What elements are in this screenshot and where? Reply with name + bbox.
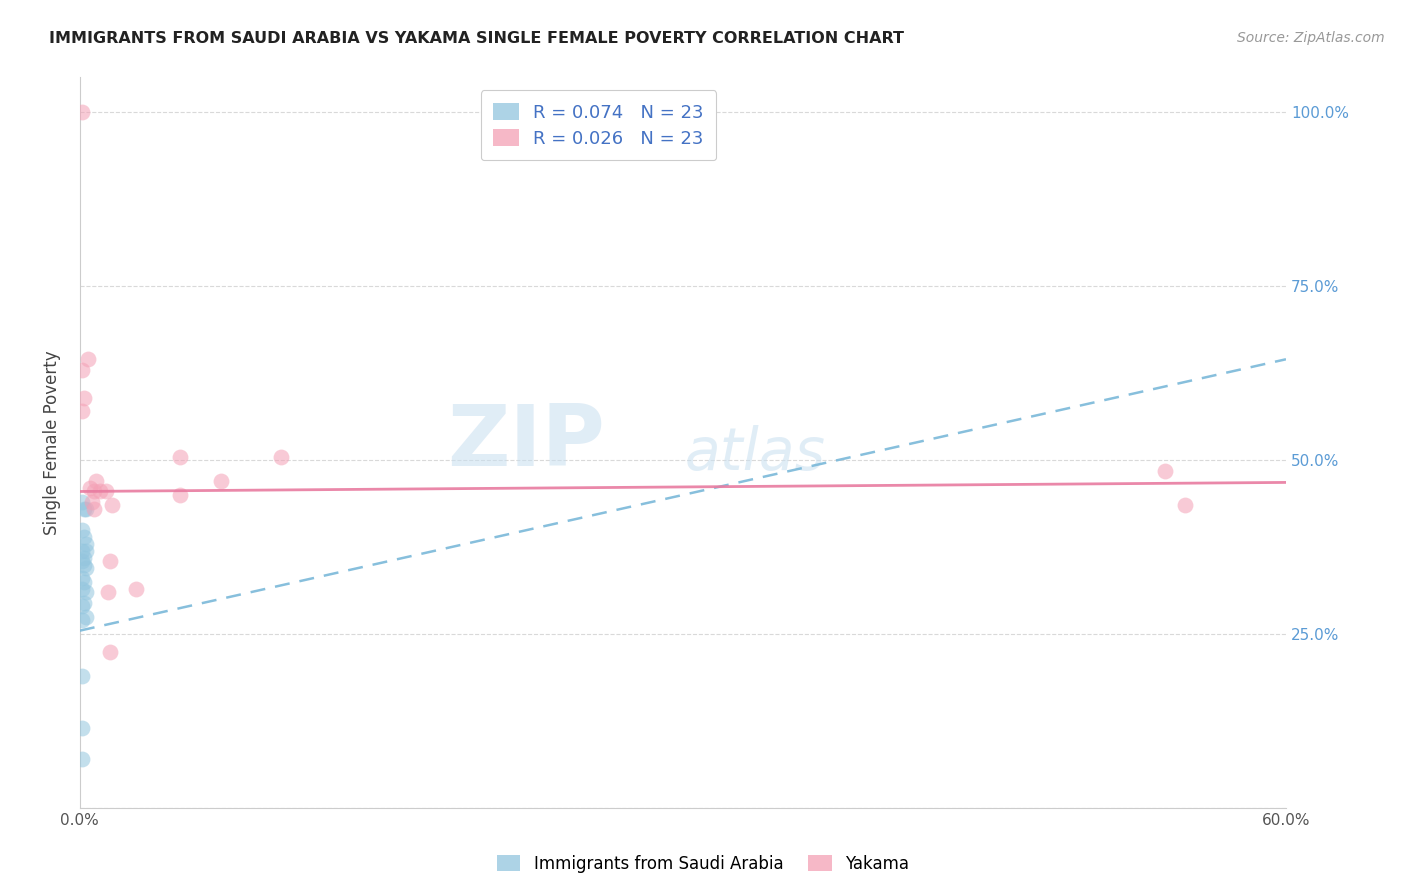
- Point: [83, 501, 105, 516]
- Point: [80, 495, 103, 509]
- Point: [70, 752, 93, 766]
- Point: [125, 582, 148, 596]
- Point: [70, 571, 93, 585]
- Point: [75, 585, 97, 599]
- Point: [70, 582, 93, 596]
- Point: [73, 391, 96, 405]
- Text: atlas: atlas: [685, 425, 825, 483]
- Point: [1154, 464, 1177, 478]
- Point: [83, 484, 105, 499]
- Point: [70, 554, 93, 568]
- Point: [101, 499, 124, 513]
- Point: [70, 105, 93, 120]
- Legend: R = 0.074   N = 23, R = 0.026   N = 23: R = 0.074 N = 23, R = 0.026 N = 23: [481, 90, 716, 161]
- Point: [75, 536, 97, 550]
- Point: [70, 543, 93, 558]
- Point: [94, 484, 117, 499]
- Point: [70, 613, 93, 627]
- Point: [70, 599, 93, 614]
- Point: [84, 474, 107, 488]
- Point: [73, 596, 96, 610]
- Point: [98, 644, 121, 658]
- Point: [89, 484, 111, 499]
- Point: [75, 501, 97, 516]
- Text: ZIP: ZIP: [447, 401, 605, 484]
- Point: [98, 554, 121, 568]
- Point: [70, 495, 93, 509]
- Point: [97, 585, 120, 599]
- Point: [73, 550, 96, 565]
- Point: [70, 523, 93, 537]
- Point: [169, 488, 191, 502]
- Y-axis label: Single Female Poverty: Single Female Poverty: [44, 351, 60, 535]
- Text: IMMIGRANTS FROM SAUDI ARABIA VS YAKAMA SINGLE FEMALE POVERTY CORRELATION CHART: IMMIGRANTS FROM SAUDI ARABIA VS YAKAMA S…: [49, 31, 904, 46]
- Point: [70, 721, 93, 735]
- Point: [70, 669, 93, 683]
- Point: [73, 501, 96, 516]
- Point: [75, 561, 97, 575]
- Point: [79, 481, 101, 495]
- Point: [1174, 499, 1197, 513]
- Point: [75, 543, 97, 558]
- Legend: Immigrants from Saudi Arabia, Yakama: Immigrants from Saudi Arabia, Yakama: [491, 848, 915, 880]
- Point: [209, 474, 232, 488]
- Point: [70, 362, 93, 376]
- Text: Source: ZipAtlas.com: Source: ZipAtlas.com: [1237, 31, 1385, 45]
- Point: [75, 609, 97, 624]
- Point: [73, 530, 96, 544]
- Point: [270, 450, 292, 464]
- Point: [73, 574, 96, 589]
- Point: [73, 558, 96, 572]
- Point: [77, 352, 100, 367]
- Point: [70, 404, 93, 418]
- Point: [169, 450, 191, 464]
